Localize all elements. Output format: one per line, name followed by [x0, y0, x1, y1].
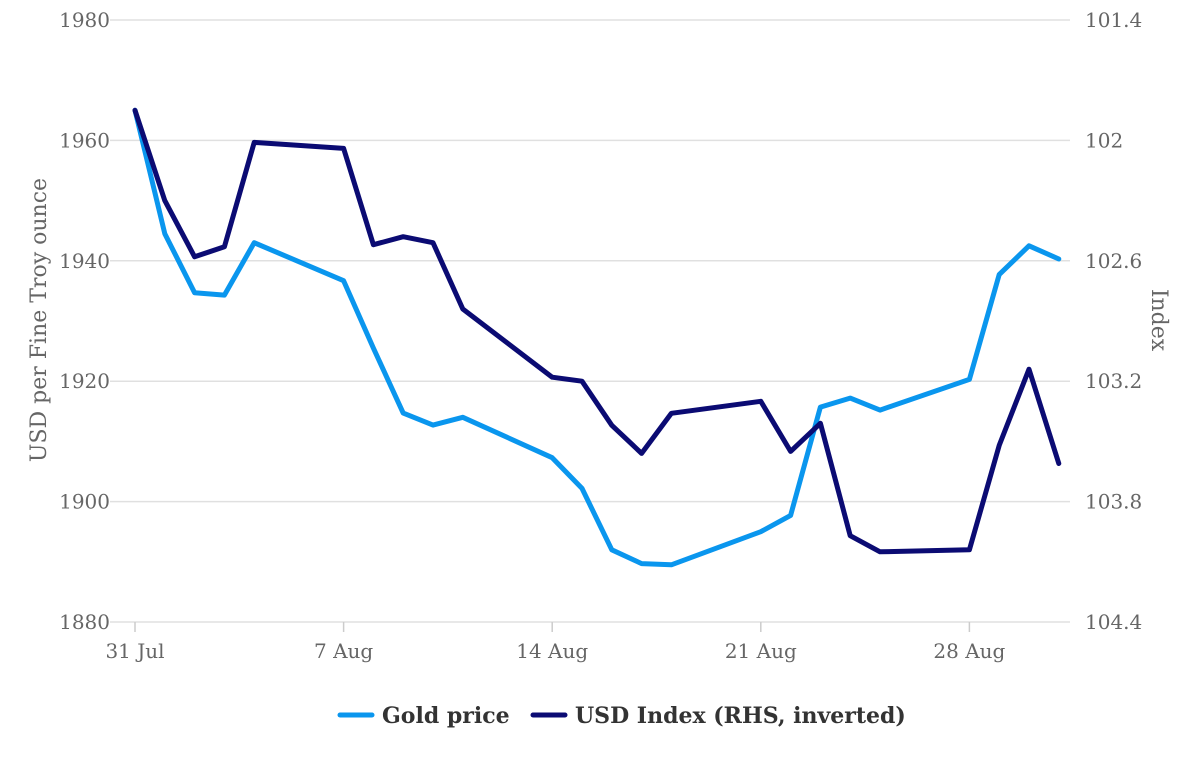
- x-tick-label: 31 Jul: [105, 639, 164, 663]
- legend-label-usd: USD Index (RHS, inverted): [575, 703, 906, 729]
- right-y-axis: 101.4 102 102.6 103.2 103.8 104.4: [1085, 8, 1142, 634]
- series-line-usd-index: [132, 107, 1062, 555]
- left-tick-label: 1920: [59, 369, 110, 393]
- right-tick-label: 102.6: [1085, 249, 1142, 273]
- x-tick-label: 7 Aug: [314, 639, 373, 663]
- right-tick-label: 103.8: [1085, 490, 1142, 514]
- left-tick-label: 1980: [59, 8, 110, 32]
- x-tick-label: 28 Aug: [933, 639, 1005, 663]
- right-tick-label: 104.4: [1085, 610, 1142, 634]
- series-line-gold-price: [132, 107, 1062, 568]
- left-tick-label: 1880: [59, 610, 110, 634]
- right-tick-label: 103.2: [1085, 369, 1142, 393]
- legend-item-gold: Gold price: [337, 703, 510, 729]
- legend: Gold price USD Index (RHS, inverted): [337, 703, 906, 729]
- x-axis: 31 Jul 7 Aug 14 Aug 21 Aug 28 Aug: [105, 622, 1006, 663]
- legend-item-usd: USD Index (RHS, inverted): [530, 703, 906, 729]
- x-tick-label: 14 Aug: [516, 639, 588, 663]
- left-y-axis: 1880 1900 1920 1940 1960 1980: [59, 8, 110, 634]
- right-axis-title: Index: [1146, 289, 1171, 352]
- left-axis-title: USD per Fine Troy ounce: [27, 178, 52, 462]
- right-tick-label: 102: [1085, 128, 1123, 152]
- left-tick-label: 1960: [59, 128, 110, 152]
- left-tick-label: 1940: [59, 249, 110, 273]
- left-tick-label: 1900: [59, 490, 110, 514]
- x-tick-label: 21 Aug: [725, 639, 797, 663]
- gridlines: [110, 19, 1070, 623]
- series-lines: [132, 107, 1062, 568]
- legend-label-gold: Gold price: [382, 703, 510, 729]
- right-tick-label: 101.4: [1085, 8, 1142, 32]
